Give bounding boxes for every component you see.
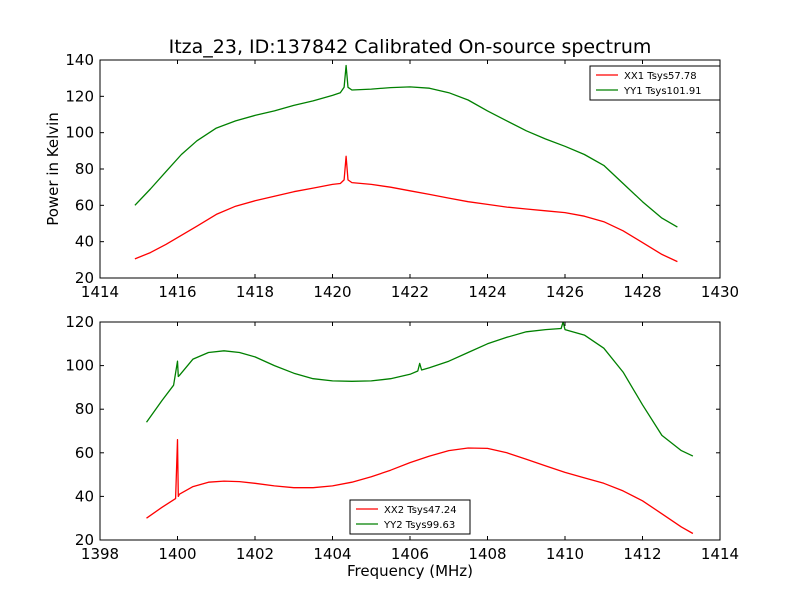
x-tick-label: 1412 <box>623 545 661 563</box>
y-tick-label: 100 <box>65 357 94 375</box>
x-tick-label: 1402 <box>236 545 274 563</box>
y-tick-label: 60 <box>75 196 94 214</box>
x-tick-label: 1430 <box>701 283 739 301</box>
y-tick-label: 40 <box>75 487 94 505</box>
x-tick-label: 1420 <box>313 283 351 301</box>
x-tick-label: 1428 <box>623 283 661 301</box>
x-tick-label: 1404 <box>313 545 351 563</box>
series-line-2-2 <box>145 322 694 457</box>
y-tick-label: 20 <box>75 531 94 549</box>
y-tick-label: 80 <box>75 400 94 418</box>
legend-box <box>589 65 721 101</box>
x-tick-label: 1406 <box>391 545 429 563</box>
x-tick-label: 1422 <box>391 283 429 301</box>
x-tick-label: 1414 <box>701 545 739 563</box>
x-tick-label: 1416 <box>158 283 196 301</box>
x-axis-label: Frequency (MHz) <box>347 562 473 580</box>
legend-label: YY2 Tsys99.63 <box>383 520 455 531</box>
y-tick-label: 120 <box>65 87 94 105</box>
top-spectrum-panel: 1414 1416 1418 1420 1422 1424 1426 1428 1430 20 40… <box>44 51 739 301</box>
series-line-2-1 <box>146 439 694 535</box>
legend-label: YY1 Tsys101.91 <box>623 86 702 97</box>
legend-label: XX2 Tsys47.24 <box>384 505 457 516</box>
series-line-1-2 <box>134 64 678 228</box>
bottom-spectrum-panel: 1398 1400 1402 1404 1406 1408 1410 1412 1414 20 40… <box>65 313 739 580</box>
legend: XX1 Tsys57.78 YY1 Tsys101.91 <box>589 65 721 101</box>
x-tick-label: 1426 <box>546 283 584 301</box>
chart-title: Itza_23, ID:137842 Calibrated On-source … <box>169 36 652 58</box>
y-tick-label: 80 <box>75 160 94 178</box>
y-tick-label: 60 <box>75 444 94 462</box>
x-tick-label: 1424 <box>468 283 506 301</box>
y-tick-label: 40 <box>75 233 94 251</box>
y-tick-label: 140 <box>65 51 94 69</box>
y-tick-label: 100 <box>65 124 94 142</box>
series-line-1-1 <box>134 155 678 263</box>
x-tick-label: 1414 <box>81 283 119 301</box>
x-tick-label: 1418 <box>236 283 274 301</box>
x-tick-label: 1408 <box>468 545 506 563</box>
y-axis-label: Power in Kelvin <box>44 112 62 226</box>
x-tick-label: 1400 <box>158 545 196 563</box>
y-tick-label: 120 <box>65 313 94 331</box>
y-tick-label: 20 <box>75 269 94 287</box>
legend-box <box>349 499 471 535</box>
x-tick-label: 1410 <box>546 545 584 563</box>
legend-label: XX1 Tsys57.78 <box>624 71 697 82</box>
x-tick-label: 1398 <box>81 545 119 563</box>
legend: XX2 Tsys47.24 YY2 Tsys99.63 <box>349 499 471 535</box>
